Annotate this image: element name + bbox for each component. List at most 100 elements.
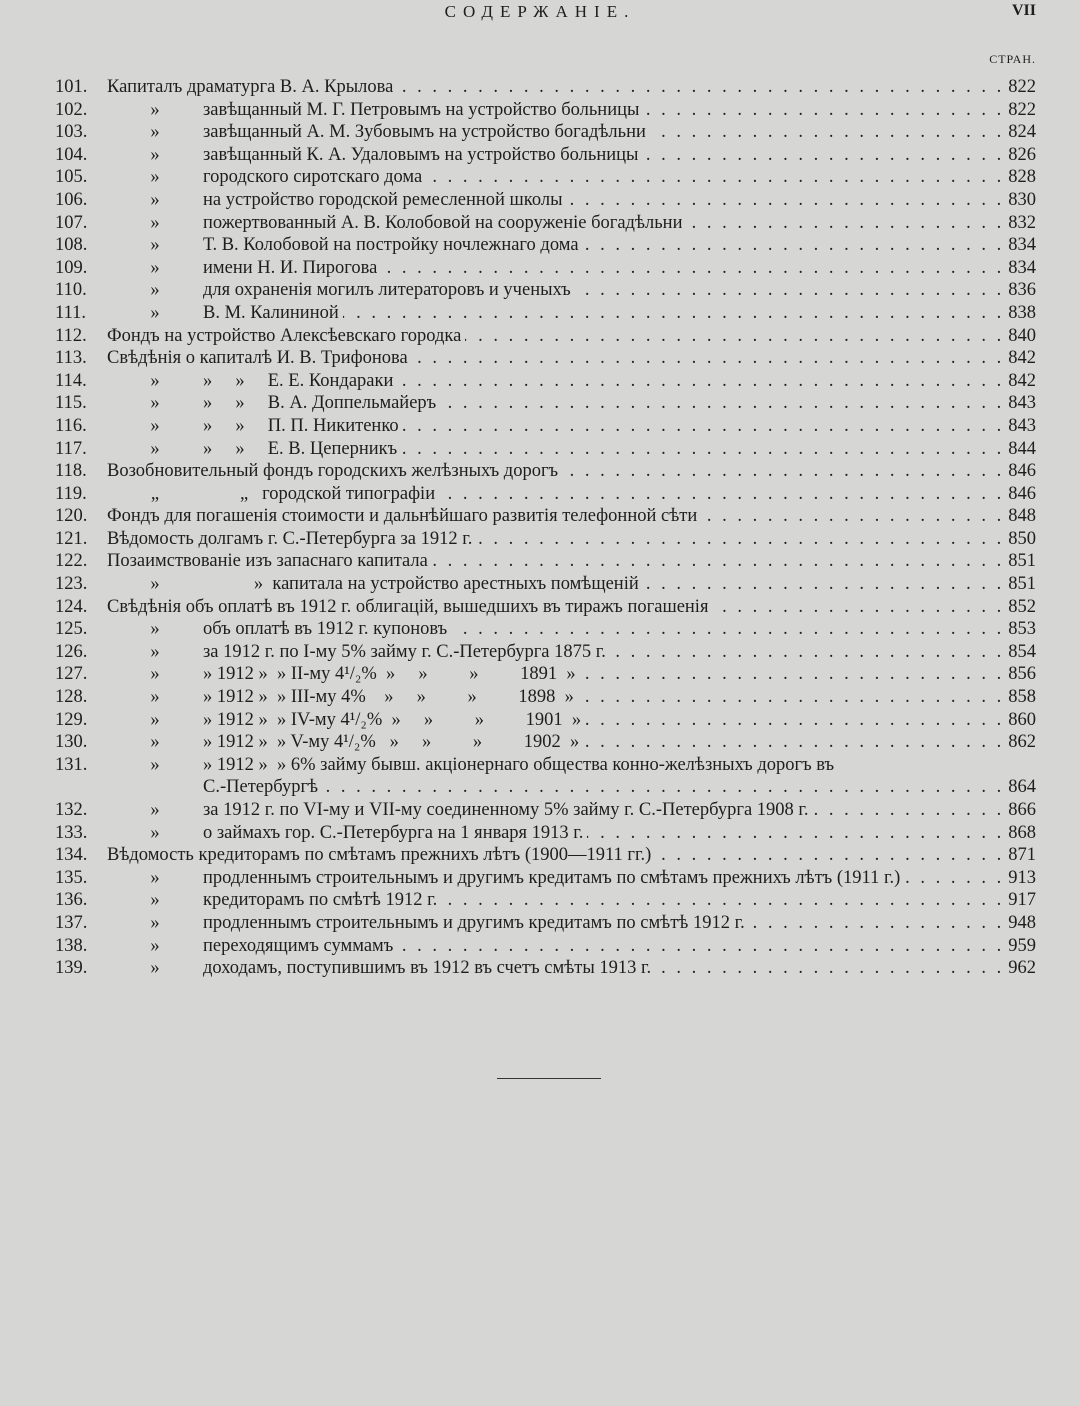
entry: 122. Позаимствованіе изъ запаснаго капита… xyxy=(55,550,1036,573)
ditto-mark: » xyxy=(150,619,160,640)
entry-number: 137. xyxy=(55,912,88,933)
dot-leader xyxy=(397,76,1004,99)
contents-list: 101. Капиталъ драматурга В. А. Крылова 822… xyxy=(55,76,1036,980)
entry-continuation-row: С.-Петербургѣ 864 xyxy=(55,776,1036,799)
entry-number: 129. xyxy=(55,709,88,730)
entry-page: 851 xyxy=(1008,574,1036,595)
entry-text: » 1912 » » II-му 4¹/₂% » » » 1891 » xyxy=(203,664,576,685)
entry-text: Возобновительный фондъ городскихъ желѣзн… xyxy=(107,461,559,482)
entry-text: продленнымъ строительнымъ и другимъ кред… xyxy=(203,912,745,933)
dot-leader xyxy=(655,957,1004,980)
entry-number: 105. xyxy=(55,167,88,188)
entry-page: 843 xyxy=(1008,415,1036,436)
ditto-mark: » xyxy=(150,754,160,775)
entry: 136. » кредиторамъ по смѣтѣ 1912 г. 917 xyxy=(55,889,1036,912)
entry-page: 844 xyxy=(1008,438,1036,459)
entry-page: 824 xyxy=(1008,122,1036,143)
entry-text: » 1912 » » III-му 4% » » » 1898 » xyxy=(203,687,574,708)
entry-number: 121. xyxy=(55,528,88,549)
dot-leader xyxy=(403,415,1005,438)
entry-text: » » В. А. Доппельмайеръ xyxy=(203,393,437,414)
dot-leader xyxy=(580,663,1005,686)
ditto-mark: » xyxy=(150,235,160,256)
dot-leader xyxy=(583,234,1005,257)
entry-page: 843 xyxy=(1008,393,1036,414)
entry-text: Вѣдомость кредиторамъ по смѣтамъ прежних… xyxy=(107,845,652,866)
dot-leader xyxy=(643,99,1004,122)
entry-continuation: С.-Петербургѣ xyxy=(203,777,319,798)
entry: 125. » объ оплатѣ въ 1912 г. купоновъ 853 xyxy=(55,618,1036,641)
dot-leader xyxy=(401,438,1004,461)
entry-text: имени Н. И. Пирогова xyxy=(203,257,378,278)
entry-text: за 1912 г. по I-му 5% займу г. С.-Петерб… xyxy=(203,641,606,662)
dot-leader xyxy=(575,279,1005,302)
entry-text: Свѣдѣнія о капиталѣ И. В. Трифонова xyxy=(107,348,408,369)
entry-page: 854 xyxy=(1008,641,1036,662)
entry-number: 134. xyxy=(55,845,88,866)
entry: 115. » » » В. А. Доппельмайеръ 843 xyxy=(55,392,1036,415)
entry: 135. » продленнымъ строительнымъ и другимъ… xyxy=(55,867,1036,890)
dot-leader xyxy=(583,731,1004,754)
entry-page: 852 xyxy=(1008,596,1036,617)
entry: 114. » » » Е. Е. Кондараки 842 xyxy=(55,370,1036,393)
ditto-mark: » xyxy=(150,144,160,165)
dot-leader xyxy=(650,121,1004,144)
entry: 137. » продленнымъ строительнымъ и другимъ… xyxy=(55,912,1036,935)
entry: 127. » » 1912 » » II-му 4¹/₂% » » » 1891 »… xyxy=(55,663,1036,686)
entry-number: 103. xyxy=(55,122,88,143)
ditto-mark: » xyxy=(150,641,160,662)
entry: 118. Возобновительный фондъ городскихъ же… xyxy=(55,460,1036,483)
entry: 110. » для охраненія могилъ литераторовъ и… xyxy=(55,279,1036,302)
dot-leader xyxy=(343,302,1005,325)
entry-page: 834 xyxy=(1008,235,1036,256)
entry-number: 102. xyxy=(55,99,88,120)
dot-leader xyxy=(465,325,1004,348)
ditto-mark: » xyxy=(150,935,160,956)
entry-page: 830 xyxy=(1008,189,1036,210)
entry-page: 840 xyxy=(1008,325,1036,346)
dot-leader xyxy=(432,550,1004,573)
entry-number: 111. xyxy=(55,302,87,323)
entry-text: Фондъ для погашенія стоимости и дальнѣйш… xyxy=(107,506,698,527)
header-title: СОДЕРЖАНІЕ. xyxy=(444,2,636,21)
entry-text: Капиталъ драматурга В. А. Крылова xyxy=(107,77,394,97)
entry-text: кредиторамъ по смѣтѣ 1912 г. xyxy=(203,890,438,911)
dot-leader xyxy=(701,505,1004,528)
entry-number: 127. xyxy=(55,664,88,685)
column-label: СТРАН. xyxy=(989,52,1036,66)
entry-page: 862 xyxy=(1008,732,1036,753)
entry-page: 959 xyxy=(1008,935,1036,956)
ditto-mark: » xyxy=(150,664,160,685)
entry-page: 962 xyxy=(1008,958,1036,979)
entry-number: 109. xyxy=(55,257,88,278)
ditto-mark: » xyxy=(150,687,160,708)
entry-text: » » Е. В. Цеперникъ xyxy=(203,438,398,459)
dot-leader xyxy=(643,573,1005,596)
entry-number: 132. xyxy=(55,800,88,820)
entry-number: 139. xyxy=(55,958,88,979)
entry-text: завѣщанный К. А. Удаловымъ на устройство… xyxy=(203,144,639,165)
entry-text: завѣщанный А. М. Зубовымъ на устройство … xyxy=(203,122,646,143)
entry: 128. » » 1912 » » III-му 4% » » » 1898 » 85… xyxy=(55,686,1036,709)
entry-number: 136. xyxy=(55,890,88,911)
ditto-mark: » xyxy=(150,122,160,143)
entry-text: В. М. Калининой xyxy=(203,302,339,323)
entry-page: 864 xyxy=(1008,777,1036,798)
entry-text: пожертвованный А. В. Колобовой на сооруж… xyxy=(203,212,683,233)
entry-page: 822 xyxy=(1008,77,1036,97)
dot-leader xyxy=(749,912,1005,935)
entry-text: продленнымъ строительнымъ и другимъ кред… xyxy=(203,867,901,888)
entry: 129. » » 1912 » » IV-му 4¹/₂% » » » 1901 »… xyxy=(55,709,1036,732)
entry: 108. » Т. В. Колобовой на постройку ночлеж… xyxy=(55,234,1036,257)
entry-page: 842 xyxy=(1008,370,1036,391)
dot-leader xyxy=(562,460,1004,483)
entry: 104. » завѣщанный К. А. Удаловымъ на устро… xyxy=(55,144,1036,167)
dot-leader xyxy=(451,618,1004,641)
ditto-mark: » xyxy=(150,167,160,188)
entry-text: на устройство городской ремесленной школ… xyxy=(203,189,563,210)
ditto-mark: » xyxy=(150,912,160,933)
entry: 111. » В. М. Калининой 838 xyxy=(55,302,1036,325)
ditto-mark: » xyxy=(150,958,160,979)
entry-number: 116. xyxy=(55,415,87,436)
